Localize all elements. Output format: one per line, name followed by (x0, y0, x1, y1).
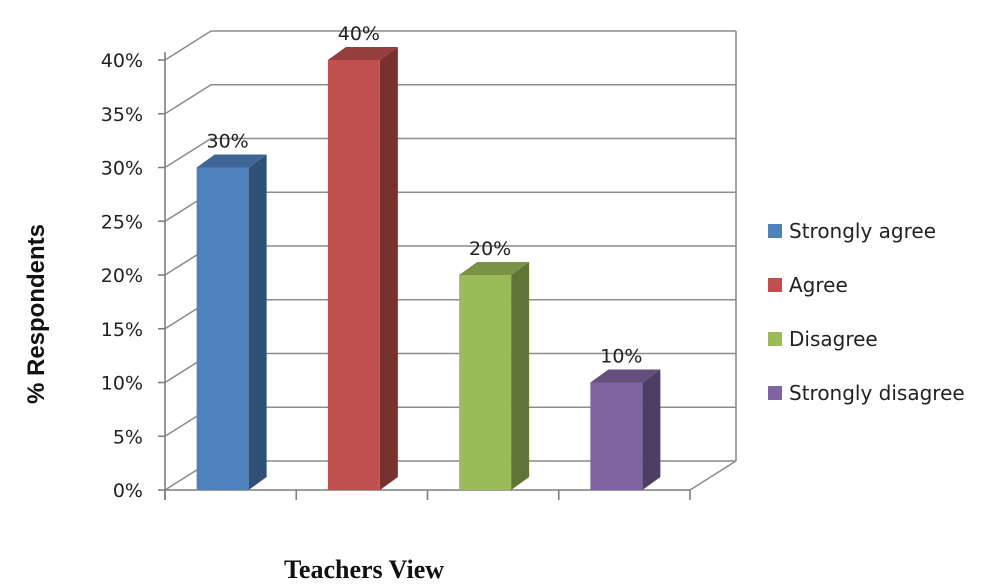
bar-top (590, 369, 661, 383)
legend-swatch (768, 278, 782, 292)
data-label: 20% (469, 238, 511, 260)
bar-strongly-disagree (590, 369, 661, 490)
gridline (164, 137, 736, 169)
legend-swatch (768, 386, 782, 400)
legend-swatch (768, 332, 782, 346)
bar-layer (196, 47, 661, 490)
y-tick-label: 10% (101, 373, 143, 395)
bar-top (459, 262, 530, 275)
y-tick-label: 25% (101, 211, 143, 233)
y-tick-label: 40% (101, 50, 143, 72)
bar-front (327, 60, 380, 490)
bar-top (196, 154, 267, 168)
y-tick-label: 5% (113, 426, 143, 448)
y-tick-label: 35% (101, 104, 143, 126)
data-label: 40% (338, 23, 380, 45)
y-tick-label: 20% (101, 265, 143, 287)
y-axis-title: % Respondents (23, 224, 50, 404)
legend-label: Agree (789, 273, 848, 297)
bar-front (459, 275, 512, 490)
y-tick-label: 30% (101, 158, 143, 180)
gridline (164, 30, 736, 61)
bar-side (642, 369, 661, 490)
y-tick-label: 15% (101, 319, 143, 341)
bar-side (248, 154, 267, 490)
legend-label: Disagree (789, 327, 878, 351)
bar-front (196, 167, 249, 490)
legend-swatch (768, 224, 782, 238)
legend-label: Strongly disagree (789, 381, 965, 405)
x-axis-title: Teachers View (284, 555, 444, 582)
bar-side (379, 47, 398, 490)
data-label: 30% (207, 131, 249, 153)
y-tick-label: 0% (113, 480, 143, 502)
bar-front (590, 382, 643, 490)
label-layer: 0% 5% 10% 15% 20% 25% 30% 35% 40% 30% 40% 20% 10% (101, 23, 643, 502)
data-label: 10% (600, 346, 642, 368)
legend-label: Strongly agree (789, 219, 936, 243)
legend: Strongly agree Agree Disagree Strongly disa… (768, 219, 965, 405)
bar-strongly-agree (196, 154, 267, 490)
bar-disagree (459, 262, 530, 490)
bar-top (327, 47, 398, 60)
floor-edge (689, 460, 737, 491)
bar-agree (327, 47, 398, 490)
bar-side (511, 262, 530, 490)
gridline (164, 83, 736, 115)
